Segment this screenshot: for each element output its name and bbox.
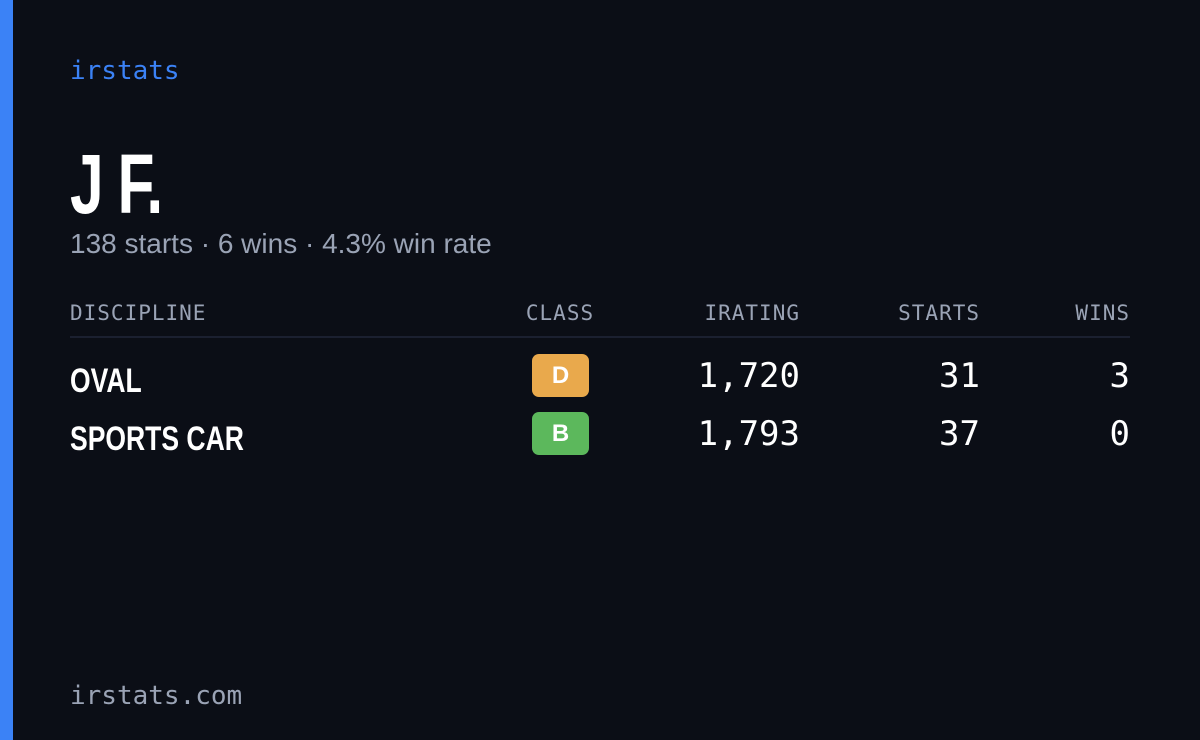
header-irating: IRATING (704, 301, 800, 325)
irating: 1,793 (697, 414, 800, 454)
header-wins: WINS (1075, 301, 1130, 325)
starts: 31 (939, 356, 980, 396)
starts: 37 (939, 414, 980, 454)
discipline: SPORTS CAR (70, 420, 244, 458)
accent-bar (0, 0, 13, 740)
header-rule (70, 336, 1130, 338)
driver-name: J F. (70, 137, 163, 231)
wins: 3 (1109, 356, 1130, 396)
header-discipline: DISCIPLINE (70, 301, 207, 325)
footer-url: irstats.com (70, 681, 243, 711)
header-class: CLASS (525, 301, 595, 325)
brand: irstats (70, 56, 180, 86)
class-badge: D (532, 354, 589, 397)
driver-summary: 138 starts · 6 wins · 4.3% win rate (70, 228, 492, 259)
irating: 1,720 (697, 356, 800, 396)
discipline: OVAL (70, 362, 142, 400)
header-starts: STARTS (898, 301, 980, 325)
wins: 0 (1109, 414, 1130, 454)
class-badge: B (532, 412, 589, 455)
